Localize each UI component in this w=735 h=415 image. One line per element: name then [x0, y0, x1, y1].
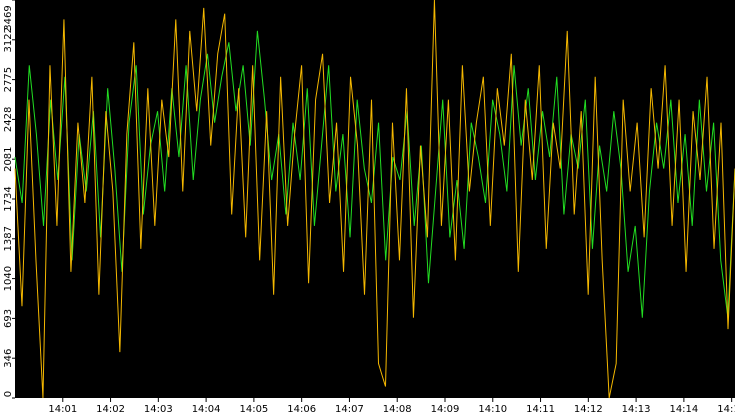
y-tick-label: 1734	[3, 186, 14, 211]
x-tick-label: 14:07	[335, 404, 364, 415]
x-tick-label: 14:04	[192, 404, 221, 415]
x-tick-label: 14:12	[574, 404, 603, 415]
y-tick-label: 1387	[3, 226, 14, 251]
y-tick-label: 2428	[3, 107, 14, 132]
plot-area	[15, 0, 735, 398]
y-tick-label: 3469	[3, 5, 14, 30]
x-tick-label: 14:15	[717, 404, 735, 415]
x-tick-label: 14:09	[431, 404, 460, 415]
y-tick-label: 2081	[3, 146, 14, 171]
y-tick-label: 693	[3, 309, 14, 328]
x-tick-label: 14:08	[383, 404, 412, 415]
series-line	[14, 0, 735, 399]
x-tick-label: 14:01	[48, 404, 77, 415]
x-tick-label: 14:10	[478, 404, 507, 415]
x-tick-label: 14:05	[239, 404, 268, 415]
x-tick-label: 14:11	[526, 404, 555, 415]
x-tick-label: 14:02	[96, 404, 125, 415]
y-tick-label: 0	[3, 391, 14, 397]
y-tick-label: 346	[3, 349, 14, 368]
y-tick-label: 3122	[3, 27, 14, 52]
x-tick-label: 14:06	[287, 404, 316, 415]
x-tick-label: 14:13	[622, 404, 651, 415]
y-tick-label: 2775	[3, 67, 14, 92]
y-tick-label: 1040	[3, 266, 14, 291]
x-tick-label: 14:03	[144, 404, 173, 415]
x-tick-label: 14:14	[669, 404, 698, 415]
